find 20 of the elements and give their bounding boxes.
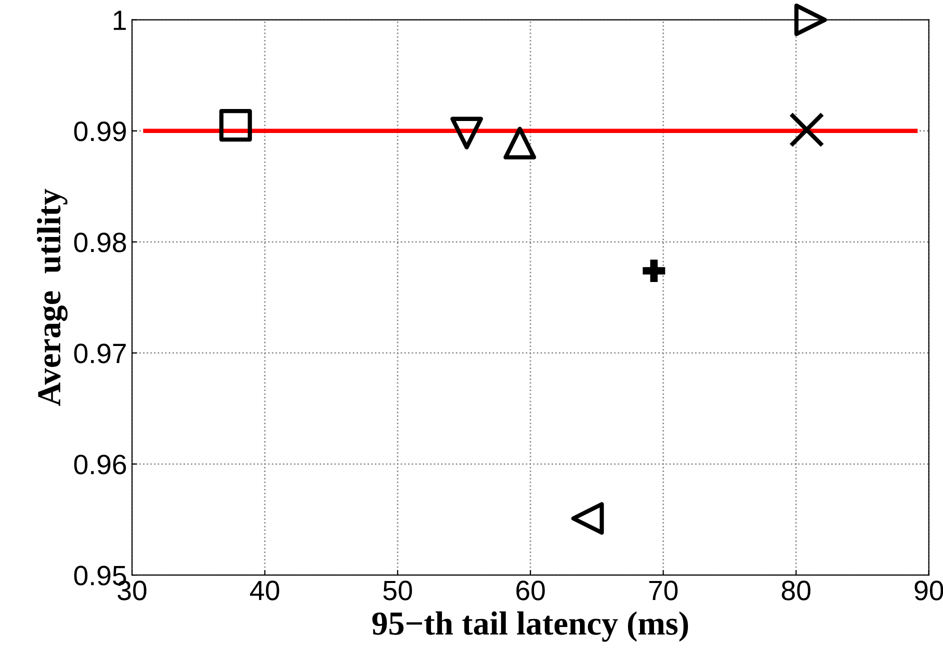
- y-tick-label: 0.97: [74, 344, 126, 364]
- x-tick-label: 70: [649, 580, 678, 600]
- x-axis-title: 95−th tail latency (ms): [372, 611, 688, 642]
- y-axis-title: Average utility: [37, 188, 68, 406]
- point: [503, 126, 536, 160]
- point: [571, 502, 604, 535]
- x-tick-label: 50: [383, 580, 412, 600]
- point: [642, 260, 666, 282]
- point: [789, 112, 824, 148]
- x-tick-label: 60: [516, 580, 545, 600]
- x-tick-label: 90: [914, 580, 943, 600]
- point: [450, 116, 484, 150]
- y-tick-label: 0.98: [74, 232, 126, 252]
- point: [219, 109, 252, 142]
- x-tick-label: 80: [782, 580, 810, 600]
- y-tick-label: 0.99: [74, 122, 126, 142]
- y-tick-label: 1: [114, 10, 126, 30]
- point: [794, 4, 827, 36]
- x-tick-label: 40: [250, 580, 280, 600]
- y-tick-label: 0.96: [74, 454, 126, 474]
